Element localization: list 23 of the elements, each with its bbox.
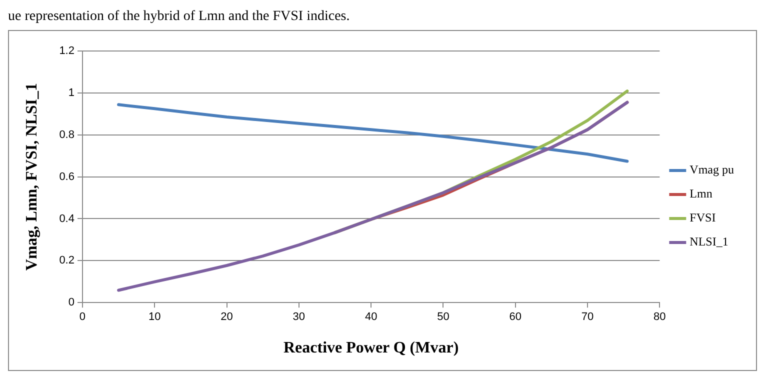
x-tick-label: 0 [79, 311, 86, 324]
x-tick-label: 40 [364, 311, 378, 324]
y-tick-label: 0.8 [59, 128, 74, 141]
x-tick-label: 50 [437, 311, 450, 324]
x-tick-label: 60 [509, 311, 522, 324]
y-tick-label: 0 [68, 296, 74, 309]
x-tick-label: 30 [292, 311, 306, 324]
legend-label: Lmn [690, 186, 712, 201]
text: ue representation of the hybrid of Lmn and the FVSI indices. [8, 8, 351, 26]
x-tick-label: 10 [148, 311, 161, 324]
legend-label: Vmag pu [690, 162, 734, 177]
legend-label: NLSI_1 [690, 234, 728, 249]
y-tick-label: 0.4 [59, 212, 74, 225]
x-tick-label: 80 [654, 311, 666, 324]
x-axis-title: Reactive Power Q (Mvar) [283, 340, 459, 357]
y-tick-label: 1.2 [59, 45, 74, 58]
y-tick-label: 0.6 [59, 170, 74, 183]
legend-label: FVSI [690, 210, 716, 225]
x-tick-label: 70 [581, 311, 594, 324]
y-tick-label: 1 [68, 86, 74, 99]
y-tick-label: 0.2 [59, 254, 74, 267]
y-axis-title: Vmag, Lmn, FVSI, NLSI_1 [24, 83, 41, 271]
x-tick-label: 20 [220, 311, 233, 324]
